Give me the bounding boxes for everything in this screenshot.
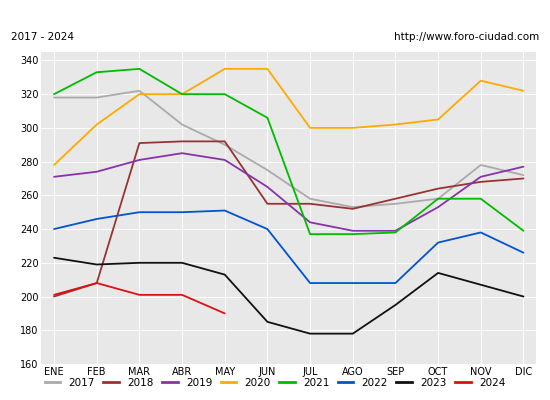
Legend: 2017, 2018, 2019, 2020, 2021, 2022, 2023, 2024: 2017, 2018, 2019, 2020, 2021, 2022, 2023… bbox=[40, 374, 510, 392]
Text: http://www.foro-ciudad.com: http://www.foro-ciudad.com bbox=[394, 32, 539, 42]
Text: Evolucion del paro registrado en Soto del Barco: Evolucion del paro registrado en Soto de… bbox=[109, 6, 441, 20]
Text: 2017 - 2024: 2017 - 2024 bbox=[11, 32, 74, 42]
